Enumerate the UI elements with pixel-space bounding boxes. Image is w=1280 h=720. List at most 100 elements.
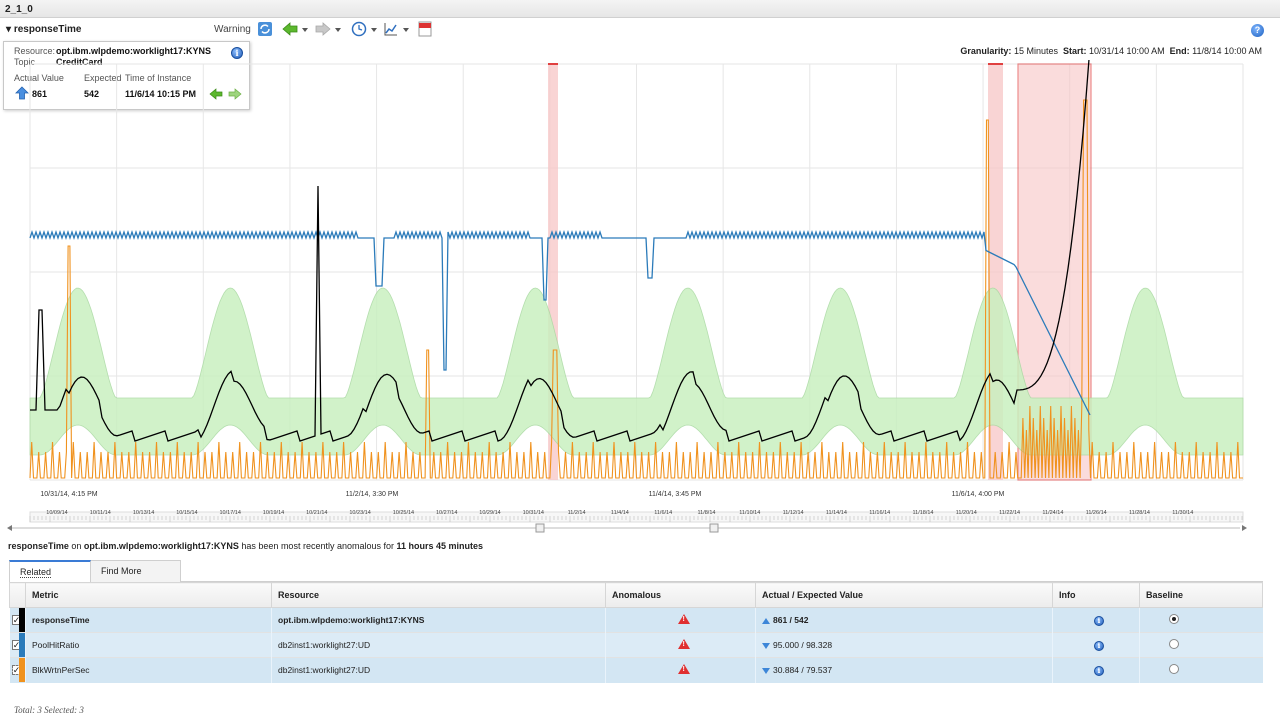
overview-tick-label: 11/14/14 <box>826 510 847 516</box>
overview-tick-label: 11/22/14 <box>999 510 1020 516</box>
row-select-cell[interactable]: ✓ <box>9 632 26 658</box>
scroll-left-icon <box>7 525 12 531</box>
help-icon[interactable]: ? <box>1251 24 1264 37</box>
window-title-bar: 2_1_0 <box>0 0 1280 18</box>
overview-tick-label: 10/27/14 <box>436 510 457 516</box>
baseline-cell <box>1139 632 1263 658</box>
window-title: 2_1_0 <box>5 4 33 15</box>
column-header-info[interactable]: Info <box>1052 582 1140 608</box>
overview-tick-label: 10/21/14 <box>306 510 327 516</box>
refresh-icon[interactable] <box>257 21 273 37</box>
x-tick-label: 11/2/14, 3:30 PM <box>346 491 399 498</box>
info-icon[interactable]: i <box>1094 640 1104 651</box>
overview-tick-label: 11/20/14 <box>956 510 977 516</box>
table-row[interactable]: ✓ PoolHitRatio db2inst1:worklight27:UD !… <box>9 632 1263 658</box>
overview-tick-label: 11/8/14 <box>698 510 716 516</box>
anomalous-cell: ! <box>605 657 756 683</box>
overview-tick-label: 10/31/14 <box>523 510 544 516</box>
time-of-instance-label: Time of Instance <box>125 73 192 83</box>
baseline-radio[interactable] <box>1169 639 1180 649</box>
actual-expected-cell: 95.000 / 98.328 <box>755 632 1053 658</box>
column-header-resource[interactable]: Resource <box>271 582 606 608</box>
actual-expected-value: 30.884 / 79.537 <box>773 665 833 676</box>
anomaly-info-box: Resource: opt.ibm.wlpdemo:worklight17:KY… <box>3 41 250 110</box>
granularity-label: Granularity: <box>960 46 1012 56</box>
chevron-down-icon[interactable] <box>403 28 409 32</box>
info-icon[interactable]: i <box>1094 665 1104 676</box>
arrow-up-icon <box>762 617 770 624</box>
actual-expected-cell: 30.884 / 79.537 <box>755 657 1053 683</box>
column-header-anomalous[interactable]: Anomalous <box>605 582 756 608</box>
topic-label: Topic <box>14 57 36 67</box>
x-tick-label: 10/31/14, 4:15 PM <box>40 491 97 498</box>
overview-tick-label: 11/18/14 <box>912 510 933 516</box>
overview-tick-label: 10/23/14 <box>349 510 370 516</box>
next-anomaly-icon[interactable] <box>228 88 242 100</box>
warning-icon: ! <box>677 639 690 649</box>
tab-find-more-metrics[interactable]: Find More Metrics <box>91 560 181 596</box>
overview-tick-label: 10/15/14 <box>176 510 197 516</box>
warning-icon: ! <box>677 614 690 624</box>
overview-tick-label: 11/10/14 <box>739 510 760 516</box>
series-line-BlkWrtnPerSec <box>29 99 1243 479</box>
table-row[interactable]: ✓ BlkWrtnPerSec db2inst1:worklight27:UD … <box>9 657 1263 683</box>
metric-name[interactable]: PoolHitRatio <box>25 632 272 658</box>
chart-icon[interactable] <box>383 21 399 37</box>
status-metric: responseTime <box>8 541 69 551</box>
range-slider-left-handle <box>535 523 545 533</box>
x-tick-label: 11/4/14, 3:45 PM <box>649 491 702 498</box>
overview-tick-label: 10/11/14 <box>90 510 111 516</box>
series-line-PoolHitRatio <box>29 229 1091 416</box>
actual-expected-value: 95.000 / 98.328 <box>773 640 833 650</box>
time-of-instance-value: 11/6/14 10:15 PM <box>125 89 197 99</box>
baseline-radio[interactable] <box>1169 664 1180 675</box>
select-column-header <box>9 582 26 608</box>
column-header-metric[interactable]: Metric <box>25 582 272 608</box>
overview-tick-label: 10/19/14 <box>263 510 284 516</box>
column-header-actual-expected[interactable]: Actual / Expected Value <box>755 582 1053 608</box>
range-slider-right-handle <box>709 523 719 533</box>
overview-tick-label: 11/28/14 <box>1129 510 1150 516</box>
series-color-swatch <box>19 633 25 657</box>
metric-chart[interactable]: 10/31/14, 4:15 PM 11/2/14, 3:30 PM 11/4/14… <box>0 60 1280 540</box>
actual-expected-value: 861 / 542 <box>773 615 809 625</box>
pdf-icon[interactable] <box>417 21 433 37</box>
panel-title[interactable]: ▾ responseTime <box>6 24 82 35</box>
table-row[interactable]: ✓ responseTime opt.ibm.wlpdemo:worklight… <box>9 607 1263 633</box>
column-header-baseline[interactable]: Baseline <box>1139 582 1263 608</box>
clock-icon[interactable] <box>351 21 367 37</box>
related-metrics-table: Metric Resource Anomalous Actual / Expec… <box>9 582 1263 683</box>
info-icon[interactable]: i <box>231 47 243 59</box>
start-label: Start: <box>1062 46 1087 56</box>
overview-tick-label: 11/24/14 <box>1042 510 1063 516</box>
table-header-row: Metric Resource Anomalous Actual / Expec… <box>9 582 1263 608</box>
overview-tick-label: 11/26/14 <box>1086 510 1107 516</box>
resource-name: db2inst1:worklight27:UD <box>271 632 606 658</box>
info-icon[interactable]: i <box>1094 615 1104 626</box>
metric-name[interactable]: responseTime <box>25 607 272 633</box>
overview-tick-label: 11/6/14 <box>654 510 672 516</box>
back-arrow-icon[interactable] <box>282 21 298 37</box>
row-select-cell[interactable]: ✓ <box>9 607 26 633</box>
forward-arrow-icon[interactable] <box>315 21 331 37</box>
chevron-down-icon[interactable] <box>302 28 308 32</box>
chevron-down-icon[interactable] <box>371 28 377 32</box>
tab-related-metrics[interactable]: Related Metrics <box>9 560 91 598</box>
topic-value: CreditCard <box>56 57 103 67</box>
anomaly-status-line: responseTime on opt.ibm.wlpdemo:workligh… <box>8 541 483 551</box>
previous-anomaly-icon[interactable] <box>209 88 223 100</box>
overview-tick-label: 10/25/14 <box>393 510 414 516</box>
scroll-right-icon <box>1242 525 1247 531</box>
baseline-cell <box>1139 607 1263 633</box>
status-resource: opt.ibm.wlpdemo:worklight17:KYNS <box>83 541 239 551</box>
row-select-cell[interactable]: ✓ <box>9 657 26 683</box>
actual-value-label: Actual Value <box>14 73 64 83</box>
metric-name[interactable]: BlkWrtnPerSec <box>25 657 272 683</box>
chevron-down-icon[interactable] <box>335 28 341 32</box>
baseline-radio[interactable] <box>1169 614 1180 624</box>
info-cell: i <box>1052 607 1140 633</box>
overview-tick-label: 11/4/14 <box>611 510 629 516</box>
actual-value: 861 <box>32 89 48 99</box>
selection-summary: Total: 3 Selected: 3 <box>14 705 84 715</box>
overview-tick-label: 11/16/14 <box>869 510 890 516</box>
